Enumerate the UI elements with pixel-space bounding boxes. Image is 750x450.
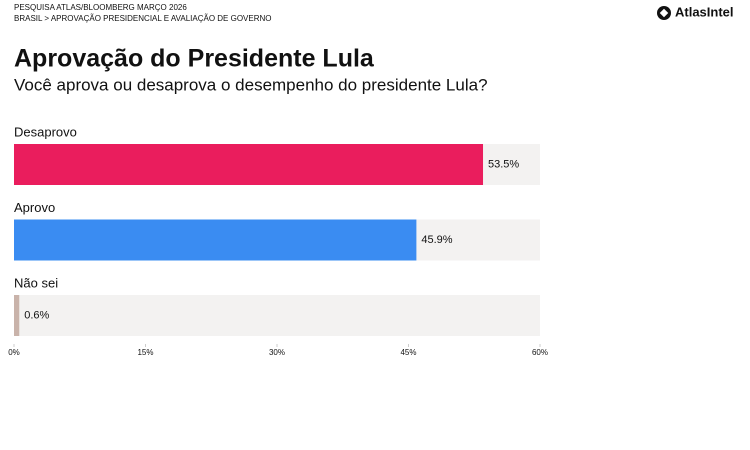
bar	[14, 219, 417, 261]
category-label: Não sei	[14, 275, 58, 290]
chart-title: Aprovação do Presidente Lula	[14, 45, 375, 73]
value-label: 53.5%	[488, 158, 519, 170]
value-label: 45.9%	[421, 234, 452, 246]
bar	[14, 295, 20, 336]
value-label: 0.6%	[24, 309, 49, 321]
x-tick-label: 30%	[269, 348, 285, 357]
bar-track	[14, 295, 540, 336]
brand: AtlasIntel	[675, 4, 734, 19]
category-label: Aprovo	[14, 200, 55, 215]
category-label: Desaprovo	[14, 124, 77, 139]
brand-logo: AtlasIntel	[657, 4, 734, 20]
x-tick-label: 45%	[400, 348, 416, 357]
bar	[14, 144, 484, 185]
x-tick-label: 15%	[137, 348, 153, 357]
breadcrumb: BRASIL > APROVAÇÃO PRESIDENCIAL E AVALIA…	[14, 14, 272, 23]
x-tick-label: 60%	[532, 348, 548, 357]
x-tick-label: 0%	[8, 348, 20, 357]
kicker: PESQUISA ATLAS/BLOOMBERG MARÇO 2026	[14, 3, 187, 12]
chart-subtitle: Você aprova ou desaprova o desempenho do…	[14, 75, 488, 94]
